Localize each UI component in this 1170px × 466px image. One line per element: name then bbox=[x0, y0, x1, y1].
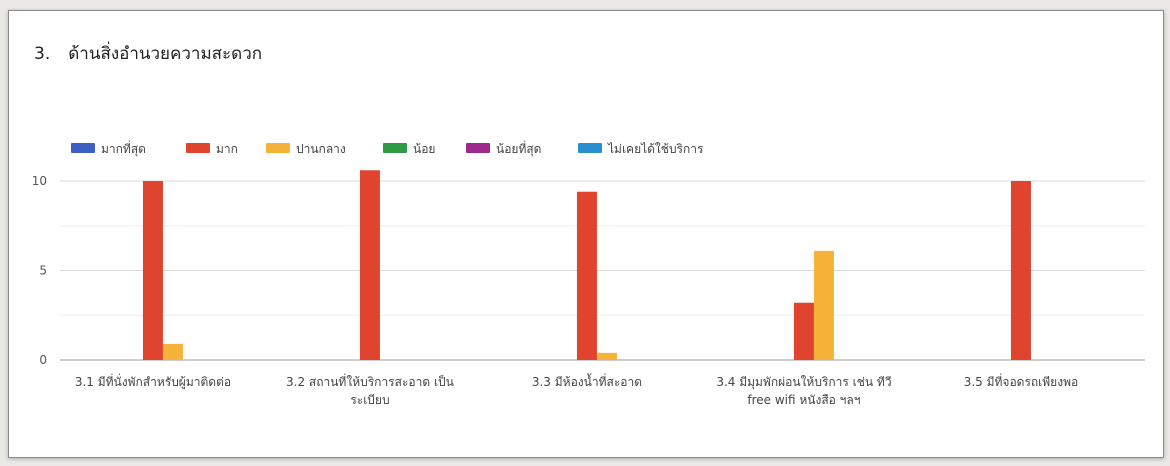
x-tick-label: free wifi หนังสือ ฯลฯ bbox=[747, 393, 860, 407]
legend-label: ปานกลาง bbox=[296, 142, 346, 156]
bar bbox=[576, 191, 597, 360]
x-tick-label: 3.3 มีห้องน้ำที่สะอาด bbox=[532, 373, 642, 389]
bar bbox=[793, 302, 814, 360]
chart-title: 3. ด้านสิ่งอำนวยความสะดวก bbox=[34, 40, 262, 67]
y-tick-label: 0 bbox=[39, 353, 47, 367]
legend-swatch bbox=[186, 143, 210, 153]
legend-swatch bbox=[578, 143, 602, 153]
x-tick-label: 3.4 มีมุมพักผ่อนให้บริการ เช่น ทีวี bbox=[716, 375, 891, 390]
section-title: ด้านสิ่งอำนวยความสะดวก bbox=[68, 44, 263, 64]
legend-label: มากที่สุด bbox=[101, 140, 146, 157]
bar bbox=[596, 352, 617, 360]
x-tick-label: 3.2 สถานที่ให้บริการสะอาด เป็น bbox=[286, 373, 454, 389]
x-tick-label: 3.1 มีที่นั่งพักสำหรับผู้มาติดต่อ bbox=[75, 373, 231, 390]
legend-swatch bbox=[466, 143, 490, 153]
bar bbox=[142, 181, 163, 360]
x-tick-label: 3.5 มีที่จอดรถเพียงพอ bbox=[964, 373, 1078, 389]
legend-swatch bbox=[266, 143, 290, 153]
bar bbox=[813, 250, 834, 360]
legend-label: มาก bbox=[216, 142, 238, 156]
bar bbox=[162, 343, 183, 360]
y-tick-label: 10 bbox=[32, 174, 47, 188]
legend-swatch bbox=[383, 143, 407, 153]
legend-label: น้อยที่สุด bbox=[496, 140, 541, 157]
section-number: 3. bbox=[34, 44, 51, 64]
x-tick-label: ระเบียบ bbox=[350, 393, 389, 407]
bar bbox=[359, 170, 380, 360]
bar bbox=[1010, 181, 1031, 360]
legend-swatch bbox=[71, 143, 95, 153]
legend-label: น้อย bbox=[413, 142, 435, 156]
y-tick-label: 5 bbox=[39, 264, 47, 278]
legend-label: ไม่เคยได้ใช้บริการ bbox=[607, 142, 704, 156]
